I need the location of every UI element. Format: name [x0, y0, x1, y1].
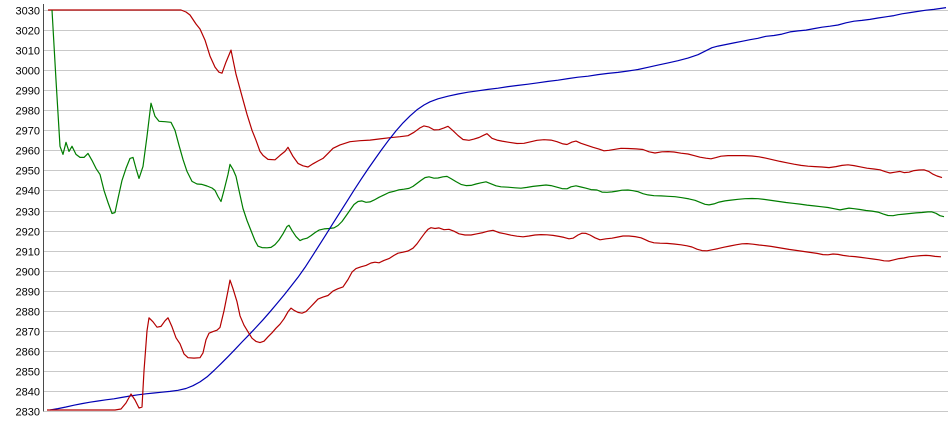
y-axis-tick-label: 2920	[16, 227, 40, 239]
series-blue-rising-line	[49, 7, 947, 411]
y-axis-tick-label: 2830	[16, 407, 40, 419]
y-axis-tick-label: 2840	[16, 387, 40, 399]
y-axis-tick-label: 2980	[16, 106, 40, 118]
y-axis-tick-label: 2950	[16, 166, 40, 178]
y-axis-tick-label: 2930	[16, 207, 40, 219]
y-axis-tick-label: 2990	[16, 86, 40, 98]
y-axis-tick-label: 2900	[16, 267, 40, 279]
y-axis-tick-label: 3020	[16, 26, 40, 38]
series-green-mid-line	[51, 9, 945, 249]
series-upper-red-band	[48, 9, 943, 179]
y-axis-tick-label: 3010	[16, 46, 40, 58]
y-axis-tick-label: 2880	[16, 307, 40, 319]
y-axis-tick-label: 2970	[16, 126, 40, 138]
y-axis-tick-label: 3000	[16, 66, 40, 78]
y-axis-tick-label: 2870	[16, 327, 40, 339]
series-lower-red-band	[47, 227, 942, 411]
y-axis-tick-label: 2890	[16, 287, 40, 299]
y-axis-tick-label: 2940	[16, 186, 40, 198]
y-axis-tick-label: 2850	[16, 367, 40, 379]
y-axis-tick-label: 2910	[16, 247, 40, 259]
y-axis-tick-label: 2960	[16, 146, 40, 158]
y-axis-tick-label: 2860	[16, 347, 40, 359]
y-axis-tick-label: 3030	[16, 6, 40, 18]
